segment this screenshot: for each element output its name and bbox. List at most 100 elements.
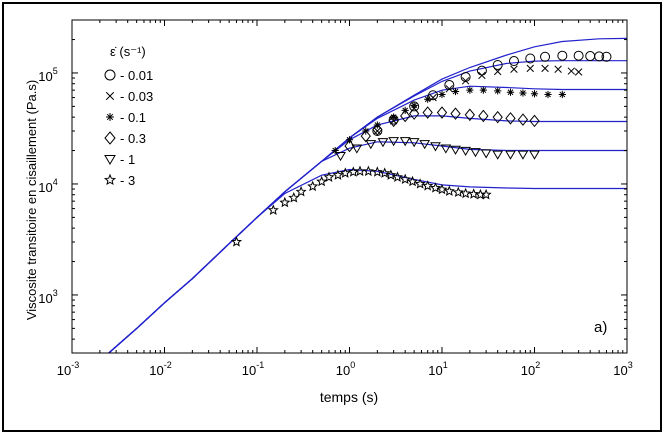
legend-label: - 0.03 [120,89,153,104]
diamond-marker [450,107,461,120]
circle-marker [492,59,503,70]
asterisk-marker [331,146,339,155]
star-marker [267,204,279,215]
diamond-marker [344,139,355,153]
triangle-down-marker [440,144,452,154]
diamond-marker [529,114,540,128]
triangle-down-marker [419,140,431,150]
star-marker [316,175,328,187]
y-axis-label: Viscosite transitoire en cisaillement (P… [24,80,39,320]
triangle-down-marker [335,151,346,162]
star-marker [452,186,464,198]
triangle-down-marker [377,138,389,148]
diamond-marker [517,113,529,126]
x-marker [526,64,534,73]
asterisk-marker [373,121,381,129]
star-marker [406,175,419,187]
diamond-marker [104,131,116,145]
star-marker [391,171,403,182]
x-marker [461,77,470,85]
circle-marker [428,90,439,101]
asterisk-marker [494,87,502,95]
circle-marker [508,56,519,67]
circle-marker [104,69,116,81]
asterisk-marker [466,86,474,94]
legend-label: - 0.1 [120,110,146,125]
star-marker [339,167,351,178]
diamond-marker [400,109,411,123]
triangle-down-marker [529,150,540,160]
diamond-marker [436,106,448,119]
diamond-marker [492,110,503,124]
x-marker [373,127,382,135]
star-marker [385,169,397,180]
triangle-down-marker [492,150,504,160]
triangle-down-marker [505,150,516,160]
star-marker [429,182,442,193]
star-marker [332,169,344,180]
x-marker [445,85,454,93]
x-marker [574,68,583,76]
star-marker [323,171,335,182]
asterisk-marker [479,86,487,94]
star-marker [379,167,391,178]
triangle-down-marker [388,137,400,147]
star-marker [295,185,307,197]
star-marker [279,196,291,208]
asterisk-marker [451,87,460,96]
data-markers [230,50,612,247]
triangle-down-marker [351,144,363,154]
star-marker [468,188,480,199]
asterisk-marker [519,89,527,97]
legend-label: - 3 [120,173,135,188]
star-marker [371,166,383,177]
circle-marker [573,50,584,61]
x-marker [105,91,115,101]
diamond-marker [372,123,383,136]
triangle-down-marker [365,140,377,150]
star-marker [103,173,117,186]
legend-label: - 0.01 [120,68,153,83]
triangle-down-marker [517,150,529,160]
legend-label: - 0.3 [120,131,146,146]
diamond-marker [409,107,420,120]
asterisk-marker [424,95,432,103]
triangle-down-marker [450,145,461,155]
diamond-marker [388,114,399,128]
asterisk-marker [390,113,398,121]
star-marker [288,191,300,203]
triangle-down-marker [470,148,481,158]
triangle-down-marker [480,149,492,159]
circle-marker [557,50,568,61]
asterisk-marker [530,90,539,98]
panel-label: a) [594,319,607,336]
legend-title: ε̇ (s⁻¹) [110,44,146,59]
star-marker [307,180,319,192]
star-marker [422,180,434,191]
circle-marker [540,51,551,62]
triangle-down-marker [399,137,411,147]
star-marker [436,183,448,195]
x-axis-label: temps (s) [320,389,378,405]
x-marker [554,65,562,73]
asterisk-marker [506,88,515,96]
asterisk-marker [106,113,114,121]
asterisk-marker [438,90,446,99]
diamond-marker [505,112,516,125]
star-marker [443,185,455,196]
star-marker [230,236,243,247]
star-marker [414,178,426,189]
x-marker [510,65,518,73]
asterisk-marker [544,90,552,99]
triangle-down-marker [408,138,420,148]
diamond-marker [478,109,489,123]
star-marker [399,173,411,185]
circle-marker [594,51,605,62]
diamond-marker [422,106,433,119]
circle-marker [525,53,536,64]
diamond-marker [464,108,475,122]
outer-border [2,2,662,432]
